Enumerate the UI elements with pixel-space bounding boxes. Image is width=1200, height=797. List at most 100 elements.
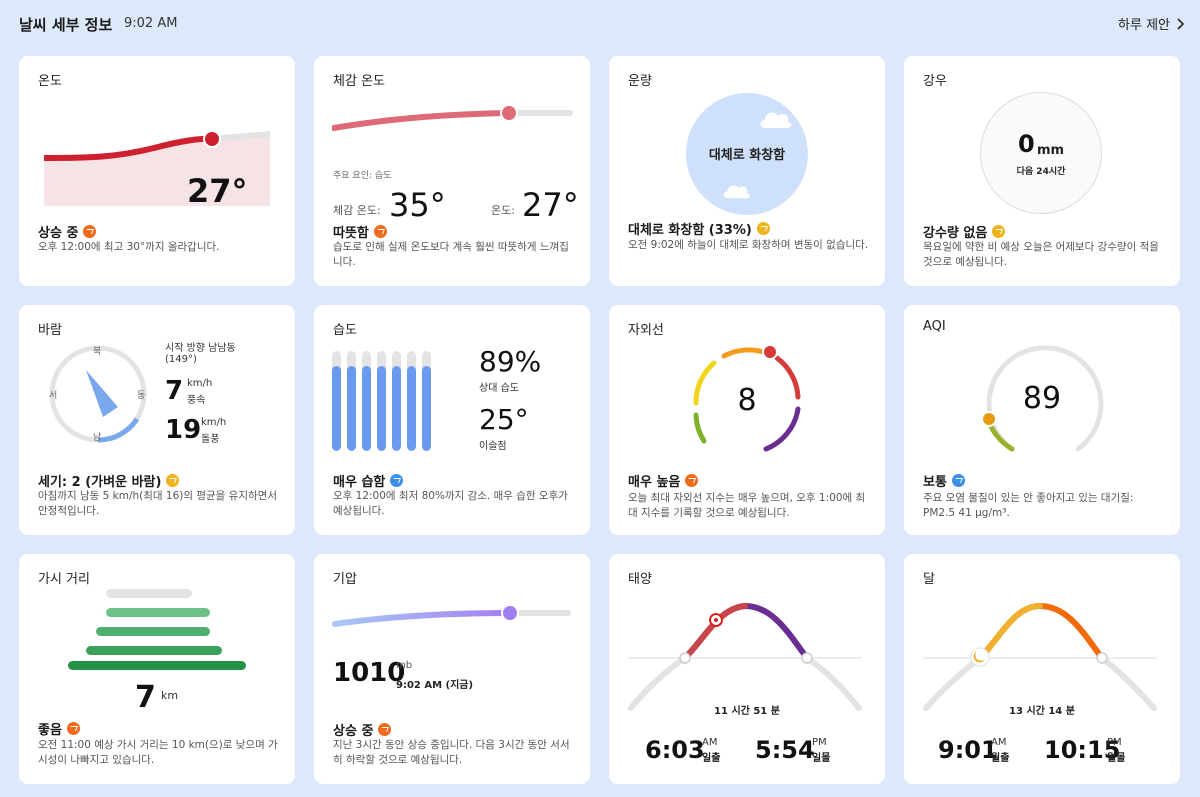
aqi-card[interactable]: AQI 89 보통 주요 오염 물질이 있는 안 좋아지고 있는 대기질: PM… — [904, 305, 1180, 535]
temp-label: 온도: — [491, 204, 515, 217]
temperature-card[interactable]: 온도 27° 상승 중 오후 12:00에 최고 30°까지 올라갑니다. — [19, 56, 295, 286]
humidity-bar — [392, 351, 401, 451]
moon-card[interactable]: 달 13 시간 14 분 9:01 AM 월출 10:15 PM 월몰 — [904, 554, 1180, 784]
compass-east: 동 — [137, 391, 146, 401]
cloud-cover-card[interactable]: 운량 대체로 화창함 대체로 화창함 (33%) 오전 9:02에 하늘이 대체… — [609, 56, 885, 286]
wind-speed: 7 — [165, 376, 184, 406]
card-title: 체감 온도 — [333, 74, 385, 89]
card-title: 태양 — [628, 572, 652, 587]
wind-gust: 19 — [165, 415, 202, 445]
humidity-bar-fill — [377, 366, 386, 451]
visibility-card[interactable]: 가시 거리 7 km 좋음 오전 11:00 예상 가시 거리는 10 km(으… — [19, 554, 295, 784]
temperature-graph — [44, 130, 270, 206]
moonset-label: 월몰 — [1107, 753, 1126, 764]
temperature-desc: 오후 12:00에 최고 30°까지 올라갑니다. — [38, 241, 220, 253]
visibility-unit: km — [161, 689, 179, 702]
status-label: 강수량 없음 — [923, 226, 988, 241]
moonset-time: 10:15 — [1044, 736, 1121, 764]
wind-gust-label: 돌풍 — [201, 434, 220, 445]
cloud-status: 대체로 화창함 (33%) — [628, 219, 770, 238]
cloud-icon — [760, 112, 792, 128]
wind-status: 세기: 2 (가벼운 바람) — [38, 471, 180, 490]
status-label: 상승 중 — [333, 724, 374, 739]
humidity-bar — [332, 351, 341, 451]
humidity-bar-fill — [362, 366, 371, 451]
pressure-card[interactable]: 기압 1010 mb 9:02 AM (지금) 상승 중 지난 3시간 동안 상… — [314, 554, 590, 784]
visibility-value: 7 — [135, 680, 156, 715]
humidity-bar — [377, 351, 386, 451]
sun-arc — [628, 602, 862, 711]
temp-value: 27° — [522, 186, 579, 224]
status-label: 상승 중 — [38, 226, 79, 241]
compass-south: 남 — [93, 433, 102, 443]
pressure-time: 9:02 AM (지금) — [396, 680, 474, 691]
card-title: 바람 — [38, 323, 62, 338]
humidity-desc: 오후 12:00에 최저 80%까지 감소. 매우 습한 오후가 예상됩니다. — [333, 490, 568, 517]
humidity-value: 89% — [479, 345, 542, 378]
moonrise-ampm: AM — [991, 737, 1007, 748]
precipitation-circle — [980, 92, 1102, 214]
moonrise-label: 월출 — [991, 753, 1010, 764]
humidity-card[interactable]: 습도 89% 상대 습도 25° 이슬점 매우 습함 오후 12:00에 최저 … — [314, 305, 590, 535]
card-title: 온도 — [38, 74, 62, 89]
trend-up-icon — [83, 225, 97, 238]
pressure-unit: mb — [396, 660, 413, 671]
card-title: 운량 — [628, 74, 652, 89]
trend-down-icon — [390, 474, 404, 487]
card-title: 달 — [923, 572, 935, 587]
precipitation-unit: mm — [1037, 143, 1065, 158]
chevron-right-icon — [1177, 17, 1184, 30]
humidity-bar-fill — [422, 366, 431, 451]
aqi-desc: 주요 오염 물질이 있는 안 좋아지고 있는 대기질: PM2.5 41 µg/… — [923, 492, 1134, 519]
humidity-status: 매우 습함 — [333, 471, 404, 490]
feels-like-card[interactable]: 체감 온도 주요 요인: 습도 체감 온도: 35° 온도: 27° 따뜻함 습… — [314, 56, 590, 286]
uv-status: 매우 높음 — [628, 471, 699, 490]
uv-value: 8 — [737, 383, 757, 418]
moon-duration: 13 시간 14 분 — [1009, 706, 1075, 717]
wind-card[interactable]: 바람 북 서 동 남 시작 방향 남남동 (149°) 7 km/h 풍속 19… — [19, 305, 295, 535]
moonrise-time: 9:01 — [938, 736, 998, 764]
trend-up-icon — [373, 225, 387, 238]
sunrise-time: 6:03 — [645, 736, 705, 764]
visibility-graph — [68, 589, 246, 670]
daylight-duration: 11 시간 51 분 — [714, 706, 780, 717]
wind-desc: 아침까지 남동 5 km/h(최대 16)의 평균을 유지하면서 안정적입니다. — [38, 490, 277, 517]
humidity-bar — [407, 351, 416, 451]
trend-up-icon — [378, 723, 392, 736]
wind-direction: 시작 방향 남남동 — [165, 343, 236, 354]
humidity-bar — [422, 351, 431, 451]
precipitation-value: 0 — [1018, 130, 1035, 158]
humidity-bar-fill — [392, 366, 401, 451]
card-title: 습도 — [333, 323, 357, 338]
visibility-status: 좋음 — [38, 719, 80, 738]
feels-status: 따뜻함 — [333, 222, 387, 241]
status-label: 좋음 — [38, 723, 62, 738]
cloud-desc: 오전 9:02에 하늘이 대체로 화창하며 변동이 없습니다. — [628, 239, 869, 251]
main-factor: 주요 요인: 습도 — [333, 171, 392, 181]
pressure-value: 1010 — [333, 658, 406, 688]
humidity-label: 상대 습도 — [479, 383, 519, 394]
status-label: 보통 — [923, 475, 947, 490]
dew-point-label: 이슬점 — [479, 441, 507, 452]
header-time: 9:02 AM — [124, 16, 178, 31]
humidity-bar-fill — [347, 366, 356, 451]
status-label: 매우 높음 — [628, 475, 681, 490]
uv-desc: 오늘 최대 자외선 지수는 매우 높으며, 오후 1:00에 최대 지수를 기록… — [628, 492, 866, 519]
wind-speed-label: 풍속 — [187, 395, 206, 406]
pressure-graph — [332, 604, 571, 627]
status-label: 매우 습함 — [333, 475, 386, 490]
sunset-time: 5:54 — [755, 736, 815, 764]
uv-card[interactable]: 자외선 8 매우 높음 오늘 최대 자외선 지수는 매우 높으며, 오후 1:0… — [609, 305, 885, 535]
sun-card[interactable]: 태양 11 시간 51 분 6:03 AM 일출 5:54 PM 일몰 — [609, 554, 885, 784]
sunrise-label: 일출 — [702, 753, 721, 764]
sunset-label: 일몰 — [812, 753, 831, 764]
precipitation-desc: 목요일에 약한 비 예상 오늘은 어제보다 강수량이 적을 것으로 예상됩니다. — [923, 241, 1159, 268]
wind-speed-unit: km/h — [187, 378, 213, 389]
trend-down-icon — [951, 474, 965, 487]
daily-suggestion-link[interactable]: 하루 제안 — [1118, 14, 1184, 33]
card-title: 자외선 — [628, 323, 664, 338]
trend-flat-icon — [166, 474, 180, 487]
precipitation-card[interactable]: 강우 0 mm 다음 24시간 강수량 없음 목요일에 약한 비 예상 오늘은 … — [904, 56, 1180, 286]
trend-up-icon — [685, 474, 699, 487]
feels-value: 35° — [389, 186, 446, 224]
